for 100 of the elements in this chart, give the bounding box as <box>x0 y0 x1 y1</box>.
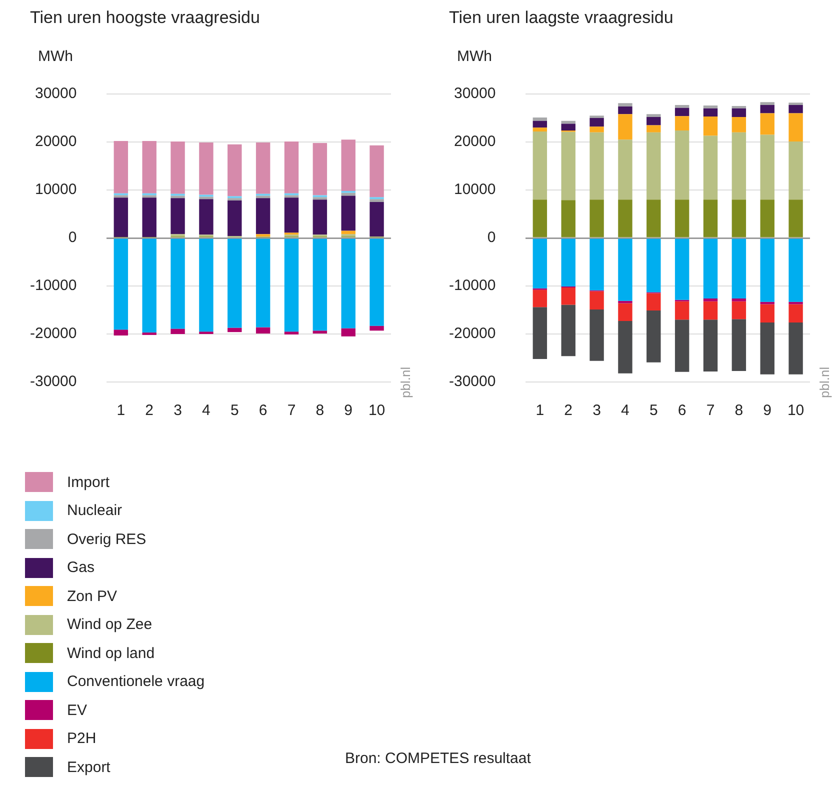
bar <box>674 301 690 320</box>
text: Bron: COMPETES resultaat <box>345 750 531 767</box>
bar <box>228 238 242 328</box>
bar <box>703 298 718 302</box>
bar <box>760 238 774 302</box>
chart-title: Tien uren laagste vraagresidu <box>449 8 674 28</box>
bar <box>561 132 576 200</box>
x-tick-label: 5 <box>230 402 239 420</box>
bar <box>618 300 632 304</box>
bar <box>561 304 576 356</box>
bar <box>561 124 576 130</box>
y-tick-label: 20000 <box>454 133 496 150</box>
bar <box>618 106 632 114</box>
bar <box>590 238 604 290</box>
bar <box>312 200 328 235</box>
bar <box>370 326 384 331</box>
bar <box>760 105 774 114</box>
bar <box>674 105 690 108</box>
bar <box>256 238 270 328</box>
bar <box>256 234 270 237</box>
bar <box>532 290 548 308</box>
bar <box>561 238 576 286</box>
x-tick-label: 1 <box>116 402 126 420</box>
bar <box>646 238 661 292</box>
bar <box>703 301 718 320</box>
y-tick-label: -30000 <box>448 373 496 390</box>
bar <box>284 142 299 194</box>
bar <box>370 199 384 202</box>
y-tick-label: 0 <box>487 229 496 246</box>
bar <box>732 132 746 200</box>
bar <box>703 108 718 117</box>
y-axis-title: MWh <box>457 48 492 65</box>
bar <box>341 328 356 336</box>
bar <box>312 330 328 334</box>
bar <box>370 238 384 326</box>
bar <box>674 320 690 372</box>
bar <box>646 132 661 200</box>
text: pbl.nl <box>398 366 413 398</box>
bar <box>646 125 661 132</box>
y-tick-label: 30000 <box>454 85 496 102</box>
y-tick-label: -20000 <box>448 325 496 342</box>
bar <box>788 238 803 302</box>
y-tick-label: 10000 <box>454 181 496 198</box>
y-tick-label: -10000 <box>30 277 77 294</box>
bar <box>312 142 328 196</box>
bar <box>646 114 661 118</box>
legend-label: Wind op Zee <box>67 616 152 634</box>
bar <box>703 136 718 200</box>
bar <box>703 106 718 108</box>
x-tick-label: 8 <box>316 402 324 420</box>
legend-label: EV <box>67 702 88 719</box>
bar <box>199 196 214 200</box>
bar <box>170 142 185 194</box>
bar <box>760 113 774 135</box>
bar <box>760 322 774 374</box>
bar <box>370 202 384 237</box>
bar <box>561 200 576 238</box>
bar <box>760 134 774 200</box>
bar <box>256 327 270 334</box>
bar <box>142 141 156 194</box>
legend-label: Nucleair <box>67 502 122 520</box>
bar <box>674 238 690 300</box>
y-tick-label: -10000 <box>448 277 496 294</box>
x-tick-label: 9 <box>344 402 353 420</box>
bar <box>732 200 746 238</box>
bar <box>646 310 661 362</box>
bar <box>561 120 576 124</box>
x-tick-label: 4 <box>621 402 630 420</box>
y-axis-title: MWh <box>38 48 73 65</box>
bar <box>760 200 774 238</box>
x-tick-label: 10 <box>368 402 386 420</box>
bar <box>341 238 356 328</box>
x-tick-label: 9 <box>763 402 772 420</box>
bar <box>170 234 185 237</box>
bar <box>618 321 632 374</box>
bar <box>703 200 718 238</box>
bar <box>674 130 690 200</box>
bar <box>284 238 299 332</box>
bar <box>199 238 214 332</box>
bar <box>618 238 632 301</box>
bar <box>703 116 718 136</box>
bar <box>532 200 548 238</box>
bar <box>732 319 746 371</box>
bar <box>170 238 185 329</box>
bar <box>732 298 746 302</box>
bar <box>256 198 270 234</box>
bar <box>370 145 384 198</box>
y-tick-label: 30000 <box>34 85 77 102</box>
text: pbl.nl <box>817 366 832 398</box>
bar <box>142 198 156 238</box>
bar <box>590 291 604 310</box>
bar <box>590 310 604 361</box>
bar <box>732 117 746 132</box>
legend-label: Export <box>67 758 110 776</box>
bar <box>788 113 803 142</box>
bar <box>341 140 356 191</box>
x-tick-label: 10 <box>787 402 804 420</box>
bar <box>532 307 548 359</box>
legend-label: Wind op land <box>67 644 155 662</box>
bar <box>703 320 718 372</box>
